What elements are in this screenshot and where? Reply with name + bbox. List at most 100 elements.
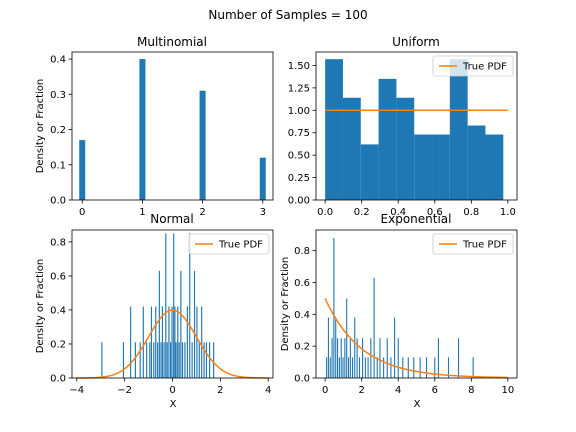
histogram-bar [178, 342, 180, 378]
bar-series [325, 59, 504, 201]
histogram-bar [370, 338, 372, 378]
histogram-bar [346, 298, 348, 378]
histogram-bar [153, 342, 155, 378]
histogram-bar [340, 338, 342, 378]
legend: True PDF [188, 233, 270, 255]
histogram-bar [150, 306, 153, 378]
histogram-bar [201, 306, 203, 378]
histogram-bar [437, 338, 439, 378]
x-tick-label: 2 [217, 385, 223, 396]
histogram-bar [186, 306, 188, 378]
y-tick-label: 0.4 [50, 55, 66, 66]
y-tick-label: 1.50 [288, 61, 310, 72]
x-tick-label: 0.0 [317, 207, 333, 218]
histogram-bar [467, 125, 486, 200]
histogram-bar [158, 270, 160, 378]
histogram-bar [367, 357, 369, 378]
legend-label: True PDF [218, 240, 263, 251]
histogram-bar [205, 342, 208, 378]
histogram-bar [414, 134, 433, 200]
legend-box [432, 55, 514, 77]
x-tick-label: 3 [260, 207, 266, 218]
y-tick-label: 0.8 [50, 237, 66, 248]
histogram-bar [338, 357, 340, 378]
histogram-bar [390, 357, 392, 378]
histogram-bar [386, 338, 388, 378]
y-tick-label: 0.4 [50, 305, 66, 316]
x-tick-label: 0 [169, 385, 175, 396]
bar-series [326, 237, 474, 378]
histogram-bar [171, 306, 173, 378]
panel-title: Exponential [381, 212, 452, 226]
histogram-bar [170, 342, 172, 378]
histogram-bar [191, 342, 193, 378]
x-tick-label: 10 [501, 385, 514, 396]
y-tick-label: 0.75 [288, 128, 310, 139]
histogram-bar [344, 338, 346, 378]
histogram-bar [327, 317, 329, 378]
legend: True PDF [432, 233, 514, 255]
x-tick-label: 0.6 [427, 207, 443, 218]
y-axis-label: Density or Fraction [35, 259, 46, 354]
histogram-bar [354, 317, 356, 378]
histogram-bar [397, 338, 399, 378]
histogram-bar [193, 270, 196, 378]
histogram-bar [364, 357, 366, 378]
axes-frame [315, 229, 518, 379]
histogram-bar [157, 342, 159, 378]
histogram-bar [351, 357, 354, 378]
histogram-bar [335, 317, 337, 378]
histogram-bar [213, 342, 215, 378]
x-tick-label: 6 [432, 385, 438, 396]
histogram-bar [407, 357, 409, 378]
histogram-bar [175, 342, 177, 378]
x-axis-label: X [170, 399, 177, 410]
histogram-bar [149, 342, 151, 378]
histogram-bar [101, 342, 103, 378]
bar-series [79, 59, 266, 200]
histogram-bar [373, 277, 375, 378]
panel-title: Uniform [392, 35, 440, 49]
histogram-bar [394, 317, 396, 378]
legend-label: True PDF [462, 62, 507, 73]
y-tick-label: 1.25 [288, 83, 310, 94]
plot-area: 0 2 4 6 8 10 0.0 0.2 0.4 0.6 0.8 True PDF [294, 229, 518, 396]
legend-box [432, 233, 514, 255]
y-tick-label: 0.50 [288, 151, 310, 162]
x-tick-label: 1 [139, 207, 145, 218]
y-tick-label: 0.8 [294, 246, 310, 257]
histogram-bar [347, 357, 350, 378]
histogram-bar [173, 233, 175, 378]
histogram-bar [79, 140, 86, 200]
pdf-line [76, 309, 269, 379]
x-tick-label: 1.0 [500, 207, 516, 218]
histogram-bar [360, 144, 379, 200]
x-axis-label: X [414, 399, 421, 410]
histogram-bar [181, 342, 184, 378]
suptitle: Number of Samples = 100 [208, 8, 367, 22]
histogram-bar [329, 357, 331, 378]
y-tick-label: 0.00 [288, 196, 310, 207]
panel-title: Normal [150, 212, 193, 226]
y-tick-label: 0.4 [294, 310, 310, 321]
histogram-bar [134, 342, 136, 378]
y-tick-label: 0.2 [50, 125, 66, 136]
panel-title: Multinomial [137, 35, 207, 49]
histogram-bar [457, 338, 460, 378]
histogram-bar [356, 338, 358, 378]
histogram-bar [396, 97, 415, 200]
x-tick-label: −4 [69, 385, 84, 396]
histogram-bar [166, 342, 168, 378]
x-tick-label: 4 [265, 385, 271, 396]
x-tick-label: 0.2 [354, 207, 370, 218]
panel-multinomial: Multinomial Density or Fraction 0 1 2 30.00… [35, 35, 274, 218]
histogram-bar [198, 342, 200, 378]
axes-frame [71, 51, 274, 201]
histogram-bar [485, 134, 504, 200]
histogram-bar [189, 233, 191, 378]
histogram-bar [331, 338, 333, 378]
histogram-bar [432, 134, 450, 200]
histogram-bar [349, 338, 351, 378]
x-tick-label: 0 [79, 207, 85, 218]
